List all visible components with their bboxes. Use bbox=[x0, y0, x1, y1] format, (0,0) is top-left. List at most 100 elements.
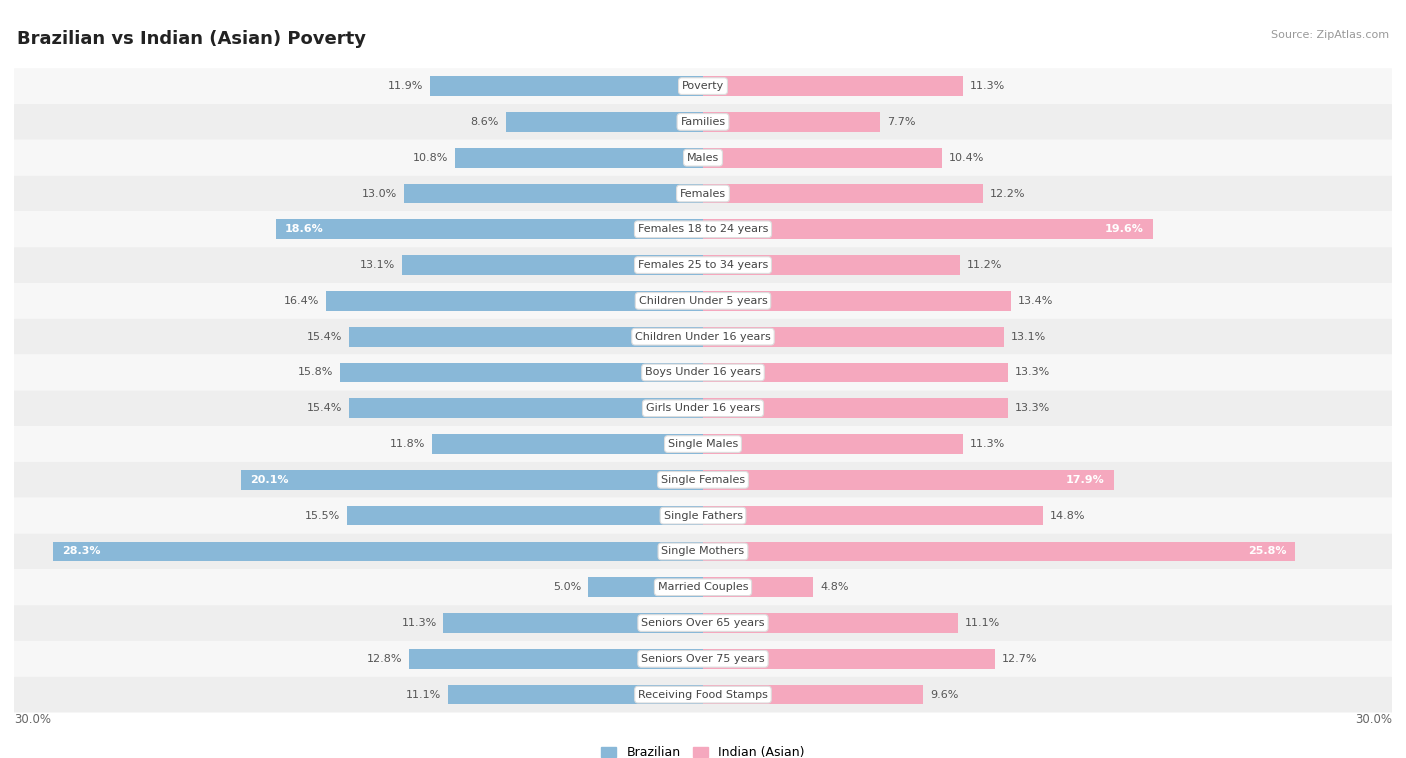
Text: 12.2%: 12.2% bbox=[990, 189, 1025, 199]
Bar bbox=[349, 327, 703, 346]
Text: 28.3%: 28.3% bbox=[62, 547, 101, 556]
FancyBboxPatch shape bbox=[14, 462, 1392, 498]
Bar bbox=[703, 77, 963, 96]
Bar bbox=[703, 578, 813, 597]
Bar bbox=[703, 362, 1008, 382]
Text: 30.0%: 30.0% bbox=[1355, 713, 1392, 726]
FancyBboxPatch shape bbox=[14, 355, 1392, 390]
Text: 16.4%: 16.4% bbox=[284, 296, 319, 306]
Bar bbox=[402, 255, 703, 275]
Text: 9.6%: 9.6% bbox=[931, 690, 959, 700]
Text: 13.3%: 13.3% bbox=[1015, 403, 1050, 413]
Text: 15.4%: 15.4% bbox=[307, 332, 343, 342]
Text: 30.0%: 30.0% bbox=[14, 713, 51, 726]
Text: 11.9%: 11.9% bbox=[388, 81, 423, 91]
Text: 15.5%: 15.5% bbox=[305, 511, 340, 521]
Bar bbox=[409, 649, 703, 669]
Text: 17.9%: 17.9% bbox=[1066, 475, 1105, 485]
Text: 25.8%: 25.8% bbox=[1247, 547, 1286, 556]
Text: 11.2%: 11.2% bbox=[967, 260, 1002, 270]
Bar bbox=[703, 649, 994, 669]
Bar bbox=[456, 148, 703, 168]
Text: Single Fathers: Single Fathers bbox=[664, 511, 742, 521]
Bar bbox=[405, 183, 703, 203]
Bar bbox=[326, 291, 703, 311]
Bar bbox=[276, 220, 703, 239]
Text: 15.4%: 15.4% bbox=[307, 403, 343, 413]
FancyBboxPatch shape bbox=[14, 176, 1392, 211]
Text: 13.1%: 13.1% bbox=[360, 260, 395, 270]
Text: Married Couples: Married Couples bbox=[658, 582, 748, 592]
FancyBboxPatch shape bbox=[14, 139, 1392, 176]
Bar bbox=[703, 327, 1004, 346]
Bar bbox=[432, 434, 703, 454]
Text: 19.6%: 19.6% bbox=[1105, 224, 1144, 234]
Text: Single Mothers: Single Mothers bbox=[661, 547, 745, 556]
Text: Poverty: Poverty bbox=[682, 81, 724, 91]
Bar bbox=[340, 362, 703, 382]
FancyBboxPatch shape bbox=[14, 319, 1392, 355]
FancyBboxPatch shape bbox=[14, 569, 1392, 605]
Text: 12.8%: 12.8% bbox=[367, 654, 402, 664]
FancyBboxPatch shape bbox=[14, 390, 1392, 426]
Bar bbox=[703, 506, 1043, 525]
Text: 10.4%: 10.4% bbox=[949, 152, 984, 163]
Text: Brazilian vs Indian (Asian) Poverty: Brazilian vs Indian (Asian) Poverty bbox=[17, 30, 366, 49]
Bar bbox=[703, 220, 1153, 239]
FancyBboxPatch shape bbox=[14, 641, 1392, 677]
Text: 7.7%: 7.7% bbox=[887, 117, 915, 127]
Text: Children Under 16 years: Children Under 16 years bbox=[636, 332, 770, 342]
Text: Children Under 5 years: Children Under 5 years bbox=[638, 296, 768, 306]
Bar bbox=[53, 542, 703, 561]
Text: 12.7%: 12.7% bbox=[1001, 654, 1038, 664]
Text: 11.3%: 11.3% bbox=[969, 81, 1005, 91]
Text: Boys Under 16 years: Boys Under 16 years bbox=[645, 368, 761, 377]
Legend: Brazilian, Indian (Asian): Brazilian, Indian (Asian) bbox=[596, 741, 810, 758]
Bar bbox=[449, 684, 703, 704]
FancyBboxPatch shape bbox=[14, 677, 1392, 713]
Bar bbox=[506, 112, 703, 132]
Text: Females 18 to 24 years: Females 18 to 24 years bbox=[638, 224, 768, 234]
Text: 15.8%: 15.8% bbox=[298, 368, 333, 377]
Text: 13.1%: 13.1% bbox=[1011, 332, 1046, 342]
Text: 18.6%: 18.6% bbox=[285, 224, 323, 234]
Bar bbox=[703, 183, 983, 203]
Text: 4.8%: 4.8% bbox=[820, 582, 849, 592]
FancyBboxPatch shape bbox=[14, 211, 1392, 247]
Text: Males: Males bbox=[688, 152, 718, 163]
Text: Seniors Over 65 years: Seniors Over 65 years bbox=[641, 618, 765, 628]
Text: 13.0%: 13.0% bbox=[363, 189, 398, 199]
FancyBboxPatch shape bbox=[14, 247, 1392, 283]
Text: Single Females: Single Females bbox=[661, 475, 745, 485]
Bar bbox=[703, 148, 942, 168]
Text: Seniors Over 75 years: Seniors Over 75 years bbox=[641, 654, 765, 664]
Text: 8.6%: 8.6% bbox=[470, 117, 499, 127]
Bar bbox=[703, 399, 1008, 418]
Text: Receiving Food Stamps: Receiving Food Stamps bbox=[638, 690, 768, 700]
Text: 11.1%: 11.1% bbox=[965, 618, 1000, 628]
Text: Source: ZipAtlas.com: Source: ZipAtlas.com bbox=[1271, 30, 1389, 40]
Text: 13.4%: 13.4% bbox=[1018, 296, 1053, 306]
Bar bbox=[703, 255, 960, 275]
Bar bbox=[703, 470, 1114, 490]
FancyBboxPatch shape bbox=[14, 426, 1392, 462]
Text: Females 25 to 34 years: Females 25 to 34 years bbox=[638, 260, 768, 270]
FancyBboxPatch shape bbox=[14, 104, 1392, 139]
FancyBboxPatch shape bbox=[14, 605, 1392, 641]
FancyBboxPatch shape bbox=[14, 498, 1392, 534]
Bar bbox=[347, 506, 703, 525]
Bar bbox=[703, 613, 957, 633]
Text: 11.3%: 11.3% bbox=[969, 439, 1005, 449]
Text: Girls Under 16 years: Girls Under 16 years bbox=[645, 403, 761, 413]
Text: Single Males: Single Males bbox=[668, 439, 738, 449]
Text: 11.3%: 11.3% bbox=[401, 618, 437, 628]
Text: 11.8%: 11.8% bbox=[389, 439, 425, 449]
Bar bbox=[703, 542, 1295, 561]
Text: Females: Females bbox=[681, 189, 725, 199]
Text: 14.8%: 14.8% bbox=[1050, 511, 1085, 521]
Text: 20.1%: 20.1% bbox=[250, 475, 290, 485]
Bar bbox=[349, 399, 703, 418]
Bar bbox=[703, 112, 880, 132]
Text: 5.0%: 5.0% bbox=[553, 582, 581, 592]
Text: 10.8%: 10.8% bbox=[413, 152, 449, 163]
